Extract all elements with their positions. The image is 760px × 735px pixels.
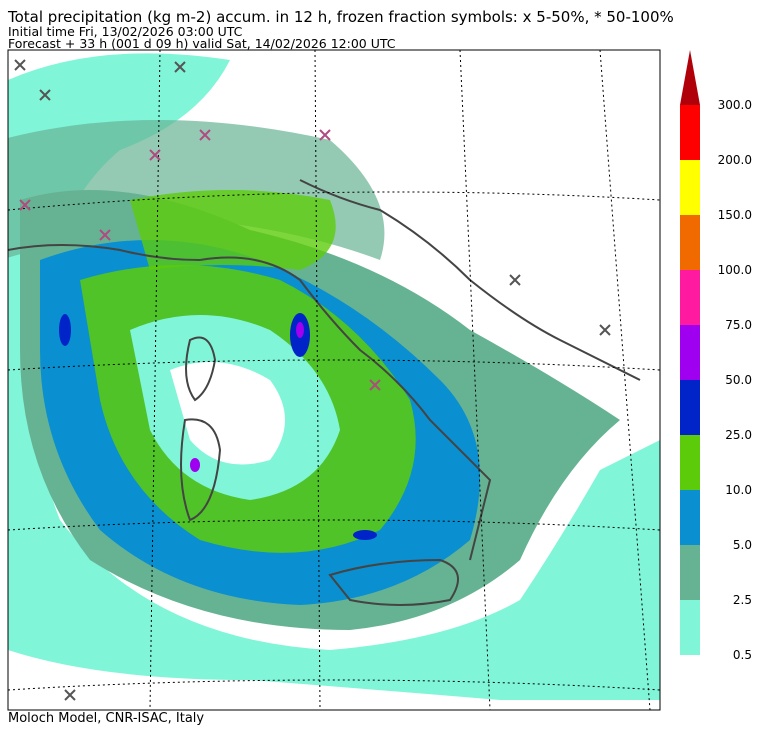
legend-label: 100.0 [718,263,752,277]
legend-label: 0.5 [733,648,752,662]
initial-time: Initial time Fri, 13/02/2026 03:00 UTC [8,24,243,39]
legend-swatch [680,545,700,600]
title: Total precipitation (kg m-2) accum. in 1… [7,8,674,26]
legend-label: 50.0 [725,373,752,387]
legend-label: 25.0 [725,428,752,442]
legend-label: 200.0 [718,153,752,167]
legend-swatch [680,380,700,435]
footer: Moloch Model, CNR-ISAC, Italy [8,711,204,726]
legend-swatch [680,325,700,380]
map [7,49,661,711]
legend-label: 300.0 [718,98,752,112]
legend-swatch [680,160,700,215]
legend-label: 5.0 [733,538,752,552]
legend-swatch [680,105,700,160]
legend-label: 10.0 [725,483,752,497]
legend-swatch [680,215,700,270]
legend-swatch [680,435,700,490]
legend-label: 75.0 [725,318,752,332]
legend-arrow [680,50,700,105]
legend-swatch [680,270,700,325]
legend: 0.5 2.5 5.0 10.0 25.0 50.0 75.0 100.0 150.0 200.0… [680,50,752,662]
legend-label: 2.5 [733,593,752,607]
legend-swatch [680,600,700,655]
forecast: Forecast + 33 h (001 d 09 h) valid Sat, … [8,36,396,51]
legend-swatch [680,490,700,545]
legend-label: 150.0 [718,208,752,222]
